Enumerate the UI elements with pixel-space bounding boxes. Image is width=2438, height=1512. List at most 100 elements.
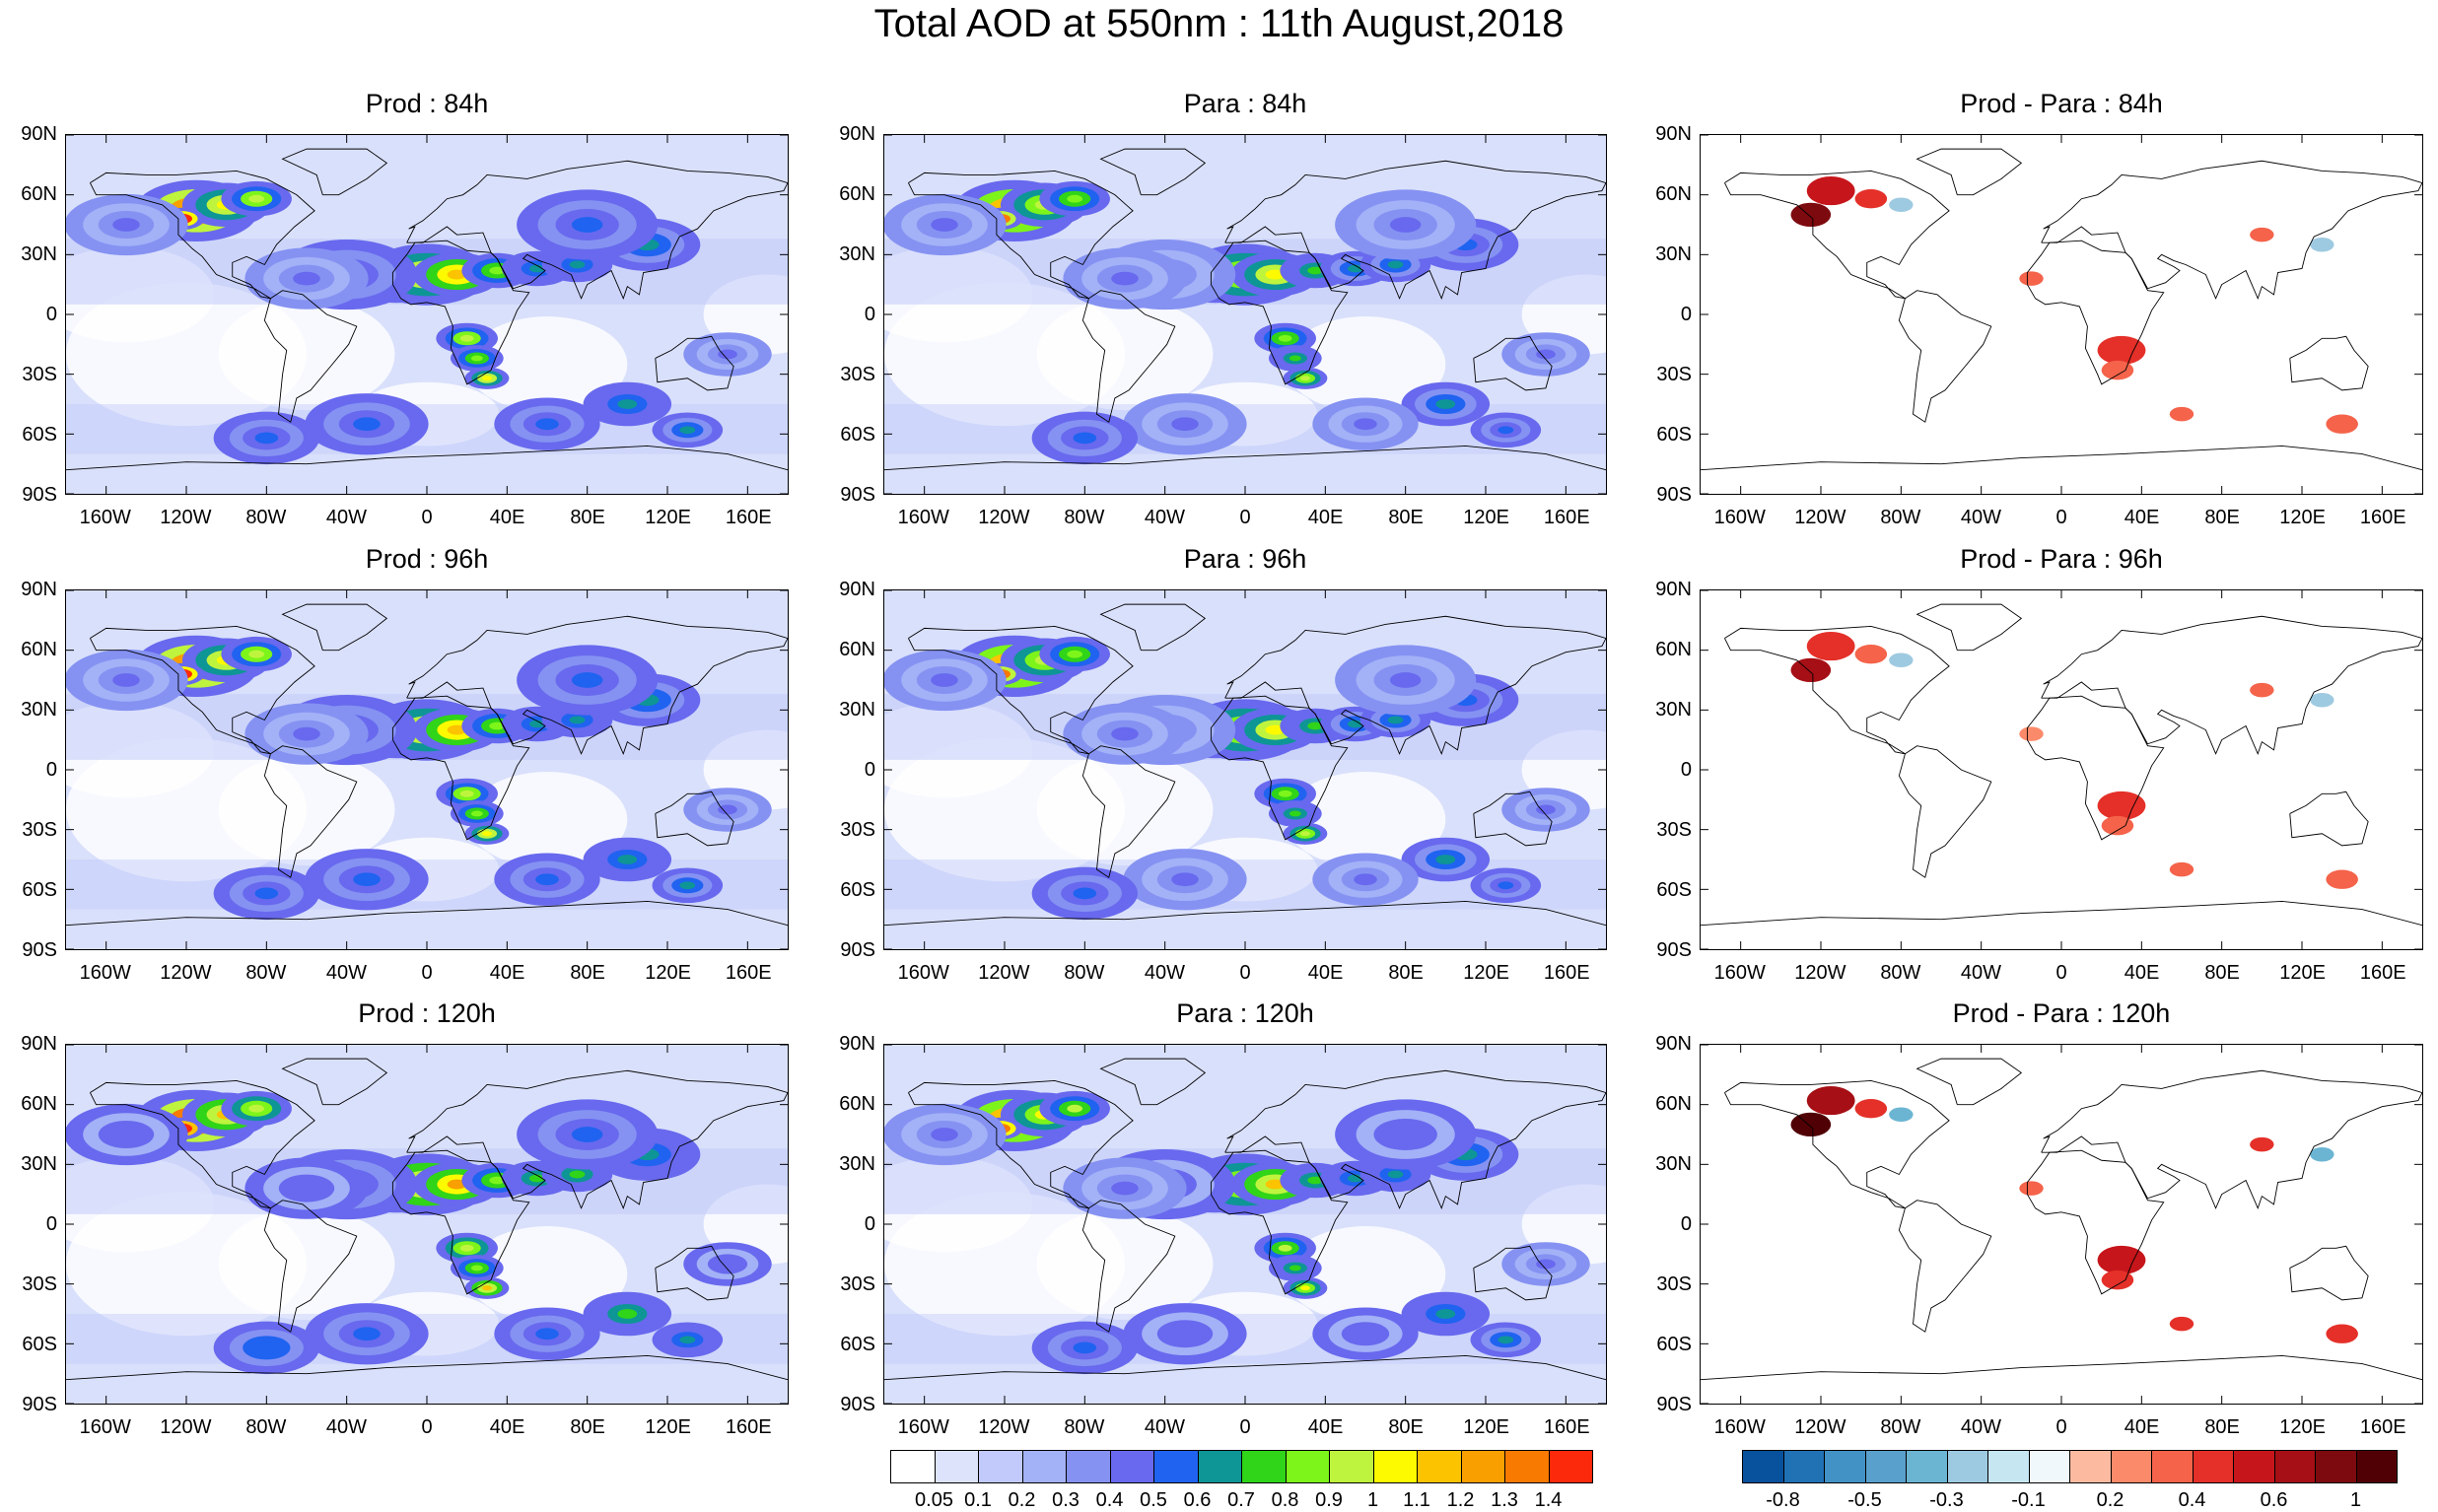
colorbar-label: 1.3 <box>1491 1489 1518 1511</box>
difference-spot <box>2169 1316 2194 1332</box>
aod-plume <box>535 1328 559 1340</box>
aod-plume <box>353 417 381 432</box>
aod-plume <box>1347 264 1363 273</box>
longitude-label: 120W <box>978 962 1030 984</box>
aod-plume <box>489 722 506 730</box>
coastline <box>1701 1355 2422 1381</box>
latitude-label: 90N <box>21 1033 57 1055</box>
coastline <box>263 290 358 423</box>
longitude-label: 40E <box>489 962 525 984</box>
aod-plume <box>1067 650 1083 658</box>
aod-plume <box>248 1104 265 1113</box>
aod-plume <box>1498 426 1514 435</box>
longitude-label: 80E <box>2204 962 2240 984</box>
aod-plume <box>1265 1179 1286 1190</box>
coastline <box>1473 790 1553 847</box>
difference-spot <box>1854 645 1888 664</box>
longitude-label: 120E <box>1463 507 1510 528</box>
aod-plume <box>1111 271 1139 286</box>
latitude-label: 90N <box>1655 1033 1692 1055</box>
colorbar-swatch <box>1066 1450 1111 1483</box>
difference-spot <box>2169 406 2194 422</box>
longitude-label: 40E <box>2124 507 2160 528</box>
longitude-label: 40W <box>325 962 367 984</box>
coastline <box>281 148 388 196</box>
latitude-label: 90N <box>1655 123 1692 145</box>
latitude-label: 0 <box>864 1213 875 1235</box>
longitude-label: 160E <box>2359 962 2406 984</box>
colorbar-label: -0.5 <box>1847 1489 1882 1511</box>
latitude-label: 60S <box>1656 1334 1692 1355</box>
latitude-label: 60S <box>22 879 57 901</box>
latitude-label: 60S <box>22 424 57 446</box>
colorbar-swatch <box>1946 1450 1988 1483</box>
aod-plume <box>248 650 265 658</box>
colorbar-label: 1 <box>1366 1489 1379 1511</box>
aod-plume <box>459 1244 474 1252</box>
longitude-label: 160E <box>1543 1416 1590 1438</box>
aod-plume <box>353 872 381 887</box>
aod-plume <box>571 217 603 233</box>
longitude-label: 0 <box>2055 962 2067 984</box>
coastline <box>406 1069 788 1210</box>
longitude-label: 160W <box>897 507 949 528</box>
longitude-label: 40E <box>489 1416 525 1438</box>
aod-plume <box>1111 1181 1139 1196</box>
longitude-label: 120W <box>160 507 212 528</box>
latitude-label: 30S <box>22 819 57 841</box>
longitude-label: 80W <box>1880 962 1921 984</box>
aod-plume <box>1278 334 1292 342</box>
coastline <box>1224 1069 1606 1210</box>
latitude-label: 60N <box>839 183 875 205</box>
difference-spot <box>2250 682 2274 698</box>
aod-plume <box>569 1170 586 1179</box>
latitude-label: 0 <box>864 304 875 325</box>
coastline <box>1701 446 2422 471</box>
aod-plume <box>931 1128 958 1141</box>
aod-plume <box>569 260 586 269</box>
latitude-label: 60N <box>21 639 57 660</box>
colorbar-swatch <box>978 1450 1023 1483</box>
colorbar-swatch <box>1548 1450 1593 1483</box>
latitude-label: 30N <box>839 243 875 265</box>
aod-plume <box>1387 260 1404 269</box>
colorbar-label: 0.7 <box>1227 1489 1255 1511</box>
longitude-label: 40E <box>2124 1416 2160 1438</box>
difference-spot <box>2250 1136 2274 1152</box>
longitude-label: 0 <box>1239 507 1251 528</box>
latitude-label: 60N <box>1655 639 1692 660</box>
colorbar-label: 0.5 <box>1140 1489 1167 1511</box>
longitude-label: 80W <box>1880 1416 1921 1438</box>
colorbar-label: -0.8 <box>1766 1489 1800 1511</box>
latitude-label: 0 <box>45 759 57 781</box>
longitude-label: 80W <box>1064 962 1105 984</box>
longitude-label: 160W <box>1713 962 1766 984</box>
aod-plume <box>1354 1328 1377 1340</box>
latitude-label: 30N <box>1655 699 1692 721</box>
colorbar-swatch <box>1197 1450 1242 1483</box>
aod-plume <box>1347 720 1363 728</box>
coastline <box>1916 148 2023 196</box>
longitude-label: 40W <box>1144 1416 1185 1438</box>
aod-plume <box>1265 269 1286 280</box>
colorbar-label: 0.6 <box>1183 1489 1212 1511</box>
difference-spot <box>1889 653 1914 668</box>
longitude-label: 0 <box>1239 1416 1251 1438</box>
aod-plume <box>293 1181 320 1196</box>
coastline <box>66 446 788 471</box>
coastline <box>391 240 530 385</box>
longitude-label: 0 <box>421 962 433 984</box>
colorbar-label: -0.3 <box>1929 1489 1964 1511</box>
colorbar-swatch <box>1504 1450 1550 1483</box>
colorbar-swatch <box>934 1450 979 1483</box>
colorbar-swatch <box>1109 1450 1154 1483</box>
aod-map <box>883 589 1607 950</box>
coastline <box>655 335 734 391</box>
aod-plume <box>569 716 586 724</box>
aod-plume <box>1300 831 1310 837</box>
difference-spot <box>1889 1107 1914 1123</box>
difference-spot <box>1806 176 1855 206</box>
difference-spot <box>2310 1146 2334 1162</box>
difference-spot <box>2097 335 2146 365</box>
latitude-label: 90S <box>1656 484 1692 506</box>
